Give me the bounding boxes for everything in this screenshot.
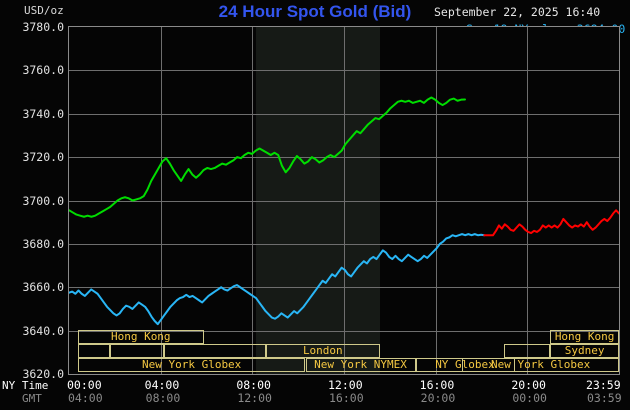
price-series [69,96,619,326]
session-label: Hong Kong [110,329,171,343]
grid-line-vertical [527,27,528,374]
session-label: Hong Kong [554,329,615,343]
grid-line-vertical [436,27,437,374]
grid-line-horizontal [69,201,619,202]
session-label: New York Globex [490,357,591,371]
x-axis-ny-tick-label: 08:00 [236,378,271,392]
grid-line-vertical [161,27,162,374]
plot-area[interactable] [68,26,620,375]
x-axis-ny-tick-label: 23:59 [586,378,621,392]
x-axis-gmt-tick-label: 03:59 [587,391,622,405]
x-axis-gmt-tick-label: 08:00 [145,391,181,405]
x-axis-gmt-label: GMT [22,392,42,405]
session-bar-b [110,344,164,358]
x-axis-ny-time-label: NY Time [2,379,49,392]
session-label: NY Globex [435,357,495,371]
y-axis-tick-label: 3660.0 [22,280,64,295]
grid-line-horizontal [69,114,619,115]
x-axis-gmt-tick-label: 00:00 [512,391,547,405]
x-axis-ny-tick-label: 12:00 [328,378,363,392]
x-axis-ny-tick-label: 16:00 [419,378,455,392]
x-axis-gmt-tick-label: 20:00 [420,391,456,405]
grid-line-horizontal [69,244,619,245]
session-ny-nymex: New York NYMEX [305,357,416,372]
y-axis-tick-label: 3700.0 [22,193,64,208]
session-label: New York Globex [141,357,242,371]
session-ny-globex-right: New York Globex [462,358,619,372]
y-axis-tick-label: 3640.0 [22,323,64,338]
session-ny-globex-left: New York Globex [77,357,306,372]
x-axis-ny-tick-label: 00:00 [67,378,102,392]
page-title: 24 Hour Spot Gold (Bid) [218,2,412,21]
x-axis-gmt-tick-label: 16:00 [329,391,364,405]
session-london: London [265,343,380,358]
session-bar-c [163,344,266,358]
session-hong-kong-right: Hong Kong [550,330,619,344]
y-axis-tick-label: 3740.0 [22,106,64,121]
y-axis-tick-label: 3760.0 [22,63,64,78]
shaded-session-region [256,27,380,374]
session-hong-kong-left: Hong Kong [77,329,204,344]
session-sydney: Sydney [550,344,619,358]
y-axis-unit-label: USD/oz [24,4,64,17]
x-axis-gmt-tick-label: 04:00 [68,391,103,405]
grid-line-horizontal [69,157,619,158]
session-label: London [302,343,343,357]
series-line [69,233,486,326]
x-axis-gmt-tick-label: 12:00 [237,391,272,405]
timestamp: September 22, 2025 16:40 [434,5,601,19]
y-axis-tick-label: 3680.0 [22,236,64,251]
y-axis-tick-label: 3780.0 [22,20,64,34]
session-bar-a [77,344,111,358]
grid-line-horizontal [69,70,619,71]
session-label: Sydney [564,343,605,357]
series-line [483,209,619,237]
grid-line-vertical [344,27,345,374]
grid-line-horizontal [69,331,619,332]
grid-line-horizontal [69,287,619,288]
y-axis-tick-label: 3620.0 [22,367,64,381]
y-axis-tick-label: 3720.0 [22,150,64,165]
session-bar-d [503,344,551,358]
x-axis-ny-tick-label: 20:00 [511,378,546,392]
x-axis-ny-tick-label: 04:00 [144,378,180,392]
session-label: New York NYMEX [314,357,407,371]
grid-line-vertical [252,27,253,374]
series-line [69,96,466,218]
